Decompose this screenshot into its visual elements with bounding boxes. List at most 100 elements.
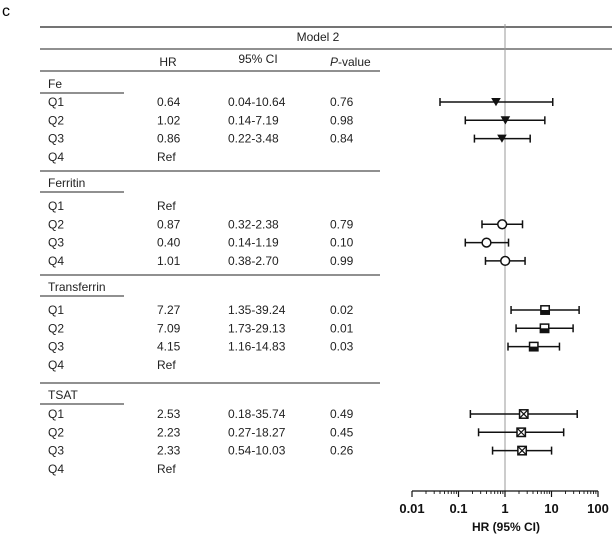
row-ci: 0.22-3.48 xyxy=(228,132,279,146)
forest-row-tsat-q2 xyxy=(477,427,565,438)
marker-square-fill xyxy=(540,310,550,315)
x-axis: 0.01 0.1 1 10 100 xyxy=(399,490,609,516)
row-ci: 1.35-39.24 xyxy=(228,303,286,317)
panel-label: c xyxy=(2,3,10,20)
row-hr: 2.53 xyxy=(157,407,181,421)
row-ci: 0.54-10.03 xyxy=(228,444,286,458)
column-header-ci: 95% CI xyxy=(238,52,277,66)
marker-triangle-down xyxy=(497,134,507,143)
p-italic: P xyxy=(330,55,338,69)
table-row: Q4 Ref xyxy=(48,358,176,372)
row-ci: 0.32-2.38 xyxy=(228,217,279,231)
row-label: Q4 xyxy=(48,358,64,372)
row-label: Q2 xyxy=(48,321,64,335)
model-title: Model 2 xyxy=(297,30,340,44)
p-suffix: -value xyxy=(338,55,371,69)
group-label-ferritin: Ferritin xyxy=(48,176,85,190)
row-hr: Ref xyxy=(157,462,176,476)
table-row: Q2 0.87 0.32-2.38 0.79 xyxy=(48,217,354,231)
table-row: Q2 2.23 0.27-18.27 0.45 xyxy=(48,425,354,439)
row-hr: 4.15 xyxy=(157,340,181,354)
row-label: Q3 xyxy=(48,340,64,354)
row-pvalue: 0.01 xyxy=(330,321,354,335)
row-hr: 1.01 xyxy=(157,254,181,268)
table-row: Q4 Ref xyxy=(48,150,176,164)
row-label: Q4 xyxy=(48,150,64,164)
row-pvalue: 0.79 xyxy=(330,217,354,231)
forest-row-tsat-q3 xyxy=(491,445,553,456)
row-ci: 0.14-7.19 xyxy=(228,113,279,127)
marker-cross-line xyxy=(516,427,526,437)
row-ci: 1.73-29.13 xyxy=(228,321,286,335)
row-label: Q2 xyxy=(48,113,64,127)
row-label: Q2 xyxy=(48,217,64,231)
row-hr: 1.02 xyxy=(157,113,181,127)
forest-row-transferrin-q2 xyxy=(515,323,574,334)
row-pvalue: 0.76 xyxy=(330,95,354,109)
forest-row-ferritin-q2 xyxy=(481,219,524,230)
row-hr: 0.64 xyxy=(157,95,181,109)
table-row: Q4 1.01 0.38-2.70 0.99 xyxy=(48,254,354,268)
row-hr: 2.33 xyxy=(157,444,181,458)
group-label-transferrin: Transferrin xyxy=(48,280,106,294)
forest-row-transferrin-q3 xyxy=(507,341,561,352)
row-ci: 0.04-10.64 xyxy=(228,95,286,109)
column-header-pvalue: P-value xyxy=(330,55,371,69)
x-tick-label: 0.01 xyxy=(399,501,424,516)
forest-row-transferrin-q1 xyxy=(510,305,580,315)
row-label: Q1 xyxy=(48,95,64,109)
row-pvalue: 0.98 xyxy=(330,113,354,127)
row-hr: 0.87 xyxy=(157,217,181,231)
table-row: Q1 Ref xyxy=(48,199,176,213)
table-row: Q1 0.64 0.04-10.64 0.76 xyxy=(48,95,354,109)
forest-row-fe-q3 xyxy=(473,134,531,143)
marker-cross-line xyxy=(519,409,529,419)
row-label: Q4 xyxy=(48,462,64,476)
row-ci: 0.27-18.27 xyxy=(228,425,286,439)
marker-open-circle xyxy=(497,219,508,230)
row-pvalue: 0.02 xyxy=(330,303,354,317)
row-hr: 7.27 xyxy=(157,303,181,317)
row-pvalue: 0.10 xyxy=(330,236,354,250)
table-row: Q3 0.86 0.22-3.48 0.84 xyxy=(48,132,354,146)
row-hr: 0.40 xyxy=(157,236,181,250)
row-hr: Ref xyxy=(157,199,176,213)
row-label: Q1 xyxy=(48,199,64,213)
row-hr: Ref xyxy=(157,358,176,372)
column-header-hr: HR xyxy=(159,55,177,69)
row-label: Q2 xyxy=(48,425,64,439)
row-label: Q1 xyxy=(48,407,64,421)
row-ci: 1.16-14.83 xyxy=(228,340,286,354)
x-tick-label: 10 xyxy=(544,501,558,516)
group-label-fe: Fe xyxy=(48,77,62,91)
forest-row-tsat-q1 xyxy=(469,409,578,419)
table-body: Fe Q1 0.64 0.04-10.64 0.76 Q2 1.02 0.14-7.19 0.9… xyxy=(40,77,380,476)
forest-row-fe-q1 xyxy=(439,98,554,107)
row-hr: Ref xyxy=(157,150,176,164)
forest-row-ferritin-q4 xyxy=(484,255,526,267)
x-tick-label: 1 xyxy=(501,501,508,516)
table-row: Q3 4.15 1.16-14.83 0.03 xyxy=(48,340,354,354)
row-label: Q3 xyxy=(48,132,64,146)
row-ci: 0.14-1.19 xyxy=(228,236,279,250)
row-pvalue: 0.03 xyxy=(330,340,354,354)
row-pvalue: 0.49 xyxy=(330,407,354,421)
row-hr: 0.86 xyxy=(157,132,181,146)
row-hr: 2.23 xyxy=(157,425,181,439)
marker-triangle-down xyxy=(500,116,511,125)
marker-square-fill xyxy=(540,328,549,333)
row-pvalue: 0.45 xyxy=(330,425,354,439)
forest-row-ferritin-q3 xyxy=(464,237,510,248)
marker-open-circle xyxy=(481,237,492,248)
forest-plot-area: 0.01 0.1 1 10 100 xyxy=(399,24,609,516)
forest-row-fe-q2 xyxy=(464,116,546,125)
row-hr: 7.09 xyxy=(157,321,181,335)
table-row: Q2 7.09 1.73-29.13 0.01 xyxy=(48,321,354,335)
table-row: Q3 0.40 0.14-1.19 0.10 xyxy=(48,236,354,250)
table-row: Q1 2.53 0.18-35.74 0.49 xyxy=(48,407,354,421)
table-row: Q2 1.02 0.14-7.19 0.98 xyxy=(48,113,354,127)
marker-triangle-down xyxy=(491,98,501,107)
row-label: Q1 xyxy=(48,303,64,317)
row-ci: 0.38-2.70 xyxy=(228,254,279,268)
